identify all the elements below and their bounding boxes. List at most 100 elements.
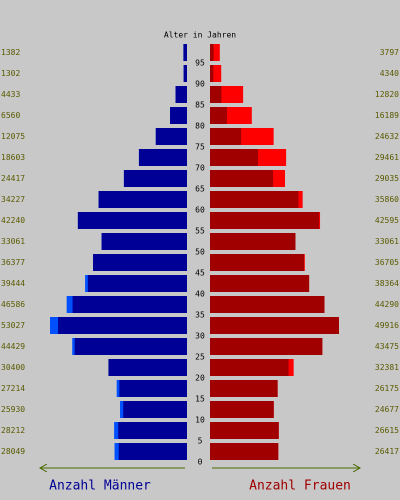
y-tick-label: 10 <box>195 416 205 425</box>
bar-common <box>210 317 339 334</box>
bar-common <box>74 338 187 355</box>
value-label: 44429 <box>1 342 25 351</box>
y-tick-label: 75 <box>195 143 205 152</box>
value-label: 39444 <box>1 279 25 288</box>
bar-common <box>183 44 187 61</box>
y-tick-label: 60 <box>195 206 205 215</box>
bar-common <box>210 233 296 250</box>
bar <box>210 44 220 61</box>
y-tick-label: 15 <box>195 395 205 404</box>
bar-common <box>210 107 227 124</box>
bar-common <box>118 443 187 460</box>
value-label: 24632 <box>375 132 399 141</box>
y-tick-label: 55 <box>195 227 205 236</box>
bar-common <box>119 380 187 397</box>
bar-common <box>210 65 214 82</box>
y-tick-label: 70 <box>195 164 205 173</box>
y-tick-label: 85 <box>195 101 205 110</box>
bar-common <box>210 443 279 460</box>
y-tick-label: 25 <box>195 353 205 362</box>
legend-entry: Anzahl Männer <box>49 479 151 494</box>
value-label: 33061 <box>1 237 25 246</box>
value-label: 26175 <box>375 384 399 393</box>
value-label: 18603 <box>1 153 25 162</box>
value-label: 29461 <box>375 153 399 162</box>
y-tick-label: 80 <box>195 122 205 131</box>
value-label: 34227 <box>1 195 25 204</box>
value-label: 53027 <box>1 321 25 330</box>
bar-common <box>170 107 187 124</box>
bar-common <box>210 86 222 103</box>
chart-title: Alter in Jahren <box>164 31 236 40</box>
bar <box>210 65 222 82</box>
bar-common <box>77 212 187 229</box>
y-tick-label: 65 <box>195 185 205 194</box>
y-tick-label: 20 <box>195 374 205 383</box>
value-label: 43475 <box>375 342 399 351</box>
y-tick-label: 40 <box>195 290 205 299</box>
value-label: 44290 <box>375 300 399 309</box>
bar-common <box>87 275 187 292</box>
bar-common <box>210 296 325 313</box>
value-label: 33061 <box>375 237 399 246</box>
bar-common <box>210 128 242 145</box>
value-label: 26417 <box>375 447 399 456</box>
value-label: 4340 <box>380 69 399 78</box>
bar-common <box>108 359 187 376</box>
value-label: 32381 <box>375 363 399 372</box>
value-label: 38364 <box>375 279 399 288</box>
bar-common <box>210 254 304 271</box>
value-label: 30400 <box>1 363 25 372</box>
value-label: 12075 <box>1 132 25 141</box>
y-tick-label: 0 <box>198 458 203 467</box>
bar-common <box>210 380 278 397</box>
bar-common <box>175 86 187 103</box>
bar-common <box>210 401 274 418</box>
bar-common <box>210 149 259 166</box>
value-label: 49916 <box>375 321 399 330</box>
value-label: 36705 <box>375 258 399 267</box>
bar-common <box>210 275 310 292</box>
bar-common <box>138 149 187 166</box>
bar-common <box>210 170 274 187</box>
bar-common <box>183 65 187 82</box>
value-label: 3797 <box>380 48 399 57</box>
value-label: 27214 <box>1 384 25 393</box>
bar-common <box>210 422 279 439</box>
y-tick-label: 45 <box>195 269 205 278</box>
value-label: 1382 <box>1 48 20 57</box>
value-label: 24417 <box>1 174 25 183</box>
value-label: 29035 <box>375 174 399 183</box>
bar-common <box>123 170 187 187</box>
value-label: 1302 <box>1 69 20 78</box>
bar-common <box>210 359 289 376</box>
value-label: 42595 <box>375 216 399 225</box>
value-label: 24677 <box>375 405 399 414</box>
legend-entry: Anzahl Frauen <box>249 479 351 494</box>
bar-common <box>93 254 187 271</box>
value-label: 25930 <box>1 405 25 414</box>
bar-common <box>72 296 187 313</box>
bar-common <box>210 212 320 229</box>
bar-common <box>58 317 187 334</box>
y-tick-label: 90 <box>195 80 205 89</box>
y-tick-label: 35 <box>195 311 205 320</box>
value-label: 28212 <box>1 426 25 435</box>
value-label: 35860 <box>375 195 399 204</box>
value-label: 28049 <box>1 447 25 456</box>
bar-common <box>210 191 299 208</box>
bar-common <box>118 422 187 439</box>
bar-common <box>210 44 214 61</box>
value-label: 26615 <box>375 426 399 435</box>
y-tick-label: 95 <box>195 59 205 68</box>
value-label: 12820 <box>375 90 399 99</box>
bar-common <box>101 233 187 250</box>
bar-common <box>123 401 187 418</box>
value-label: 16189 <box>375 111 399 120</box>
bar-common <box>210 338 323 355</box>
bar-common <box>98 191 187 208</box>
value-label: 4433 <box>1 90 20 99</box>
bar-common <box>155 128 187 145</box>
y-tick-label: 5 <box>198 437 203 446</box>
